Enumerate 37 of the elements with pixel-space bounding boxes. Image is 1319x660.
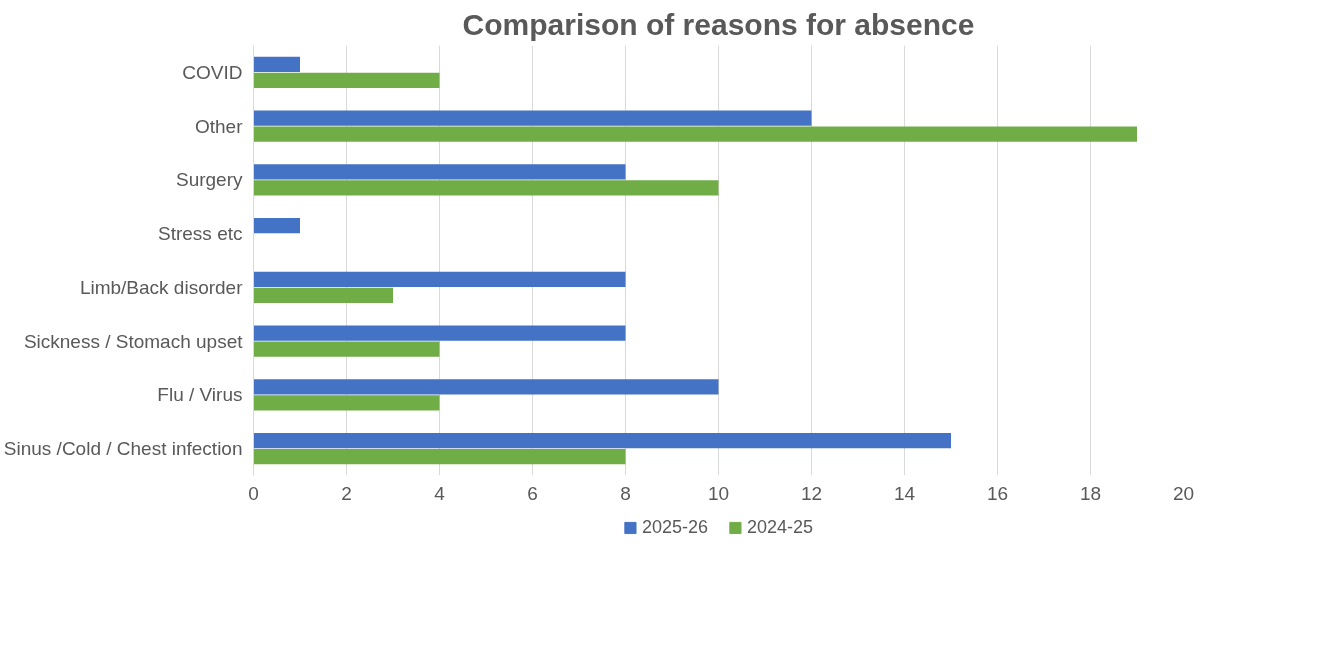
bar: [253, 432, 951, 449]
x-tick-label: 20: [1172, 482, 1195, 504]
bar: [253, 395, 440, 411]
y-tick-label: Flu / Virus: [157, 384, 243, 406]
bar: [253, 271, 626, 287]
x-tick-label: 10: [707, 482, 730, 504]
bar: [253, 217, 300, 234]
x-tick-label: 8: [620, 482, 631, 504]
bar: [253, 449, 626, 465]
bar: [253, 287, 393, 304]
x-tick-label: 14: [893, 482, 916, 504]
bar: [253, 72, 440, 89]
bar: [253, 180, 719, 196]
y-tick-label: Other: [194, 115, 244, 137]
bar: [253, 126, 1137, 142]
bar: [253, 379, 719, 395]
y-tick-label: COVID: [182, 61, 243, 83]
x-tick-label: 4: [434, 482, 446, 504]
bar: [253, 325, 626, 341]
chart-title: Comparison of reasons for absence: [462, 7, 975, 41]
x-tick-label: 16: [986, 482, 1009, 504]
bar: [253, 341, 440, 357]
bar: [253, 56, 300, 72]
y-tick-label: Sinus /Cold / Chest infection: [3, 438, 243, 460]
x-tick-label: 2: [341, 482, 352, 504]
y-tick-label: Surgery: [175, 169, 243, 191]
y-tick-label: Sickness / Stomach upset: [23, 330, 244, 352]
y-tick-label: Stress etc: [158, 223, 243, 245]
bar: [253, 110, 812, 126]
x-tick-label: 6: [527, 482, 538, 504]
y-tick-label: Limb/Back disorder: [79, 276, 244, 298]
legend-label: 2025-26: [641, 516, 708, 538]
x-tick-label: 0: [248, 482, 259, 504]
bar: [253, 164, 626, 180]
x-tick-label: 18: [1079, 482, 1102, 504]
x-tick-label: 12: [800, 482, 823, 504]
legend-label: 2024-25: [747, 516, 814, 538]
